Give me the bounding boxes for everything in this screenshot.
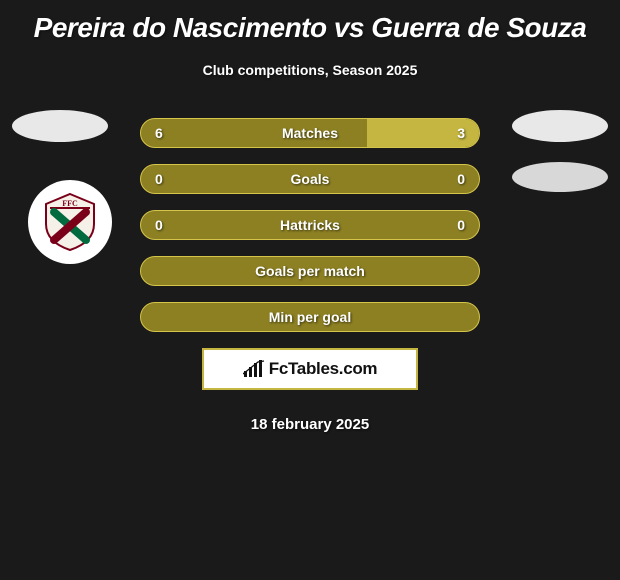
stat-label: Matches: [282, 125, 338, 141]
club-crest-icon: FFC: [38, 190, 102, 254]
player-left-club-badge: FFC: [28, 180, 112, 264]
branding-box: FcTables.com: [202, 348, 418, 390]
stat-value-right: 3: [457, 125, 465, 141]
stat-label: Min per goal: [269, 309, 351, 325]
subtitle: Club competitions, Season 2025: [0, 62, 620, 78]
brand-text: FcTables.com: [269, 359, 378, 379]
stat-bar: Min per goal: [140, 302, 480, 332]
chart-icon: [243, 360, 265, 378]
stat-bar: 0 Goals 0: [140, 164, 480, 194]
svg-text:FFC: FFC: [62, 199, 78, 208]
player-right-club-placeholder: [512, 162, 608, 192]
stat-value-left: 0: [155, 217, 163, 233]
stat-bars: 6 Matches 3 0 Goals 0 0 Hattricks 0 Goals per mat…: [140, 118, 480, 332]
stat-label: Goals: [291, 171, 330, 187]
stat-label: Goals per match: [255, 263, 365, 279]
stat-label: Hattricks: [280, 217, 340, 233]
snapshot-date: 18 february 2025: [0, 416, 620, 433]
stat-value-right: 0: [457, 217, 465, 233]
stat-value-left: 6: [155, 125, 163, 141]
page-title: Pereira do Nascimento vs Guerra de Souza: [0, 0, 620, 44]
stat-bar: 6 Matches 3: [140, 118, 480, 148]
stat-value-left: 0: [155, 171, 163, 187]
stat-bar: 0 Hattricks 0: [140, 210, 480, 240]
player-left-avatar-placeholder: [12, 110, 108, 142]
player-right-avatar-placeholder: [512, 110, 608, 142]
stat-bar: Goals per match: [140, 256, 480, 286]
stat-value-right: 0: [457, 171, 465, 187]
comparison-panel: FFC 6 Matches 3 0 Goals 0 0 Hattricks 0 Goals per…: [0, 118, 620, 433]
